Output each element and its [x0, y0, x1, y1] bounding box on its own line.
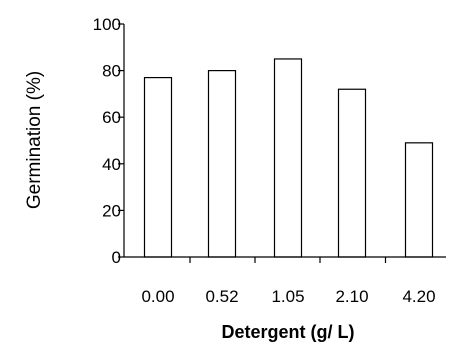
y-tick-label: 80 — [102, 62, 121, 81]
x-tick-label: 4.20 — [402, 287, 435, 306]
bar-0.00 — [143, 76, 173, 258]
x-tick-label: 1.05 — [271, 287, 304, 306]
x-tick-label: 0.52 — [205, 287, 238, 306]
x-tick-label: 0.00 — [141, 287, 174, 306]
x-axis-label: Detergent (g/ L) — [222, 322, 355, 342]
y-tick-label: 60 — [102, 108, 121, 127]
y-tick-label: 40 — [102, 155, 121, 174]
bar-0.52 — [207, 69, 237, 258]
x-tick-label: 2.10 — [335, 287, 368, 306]
bar-2.10 — [337, 88, 367, 258]
y-axis-label: Germination (%) — [24, 71, 45, 209]
y-tick-label: 20 — [102, 201, 121, 220]
bars — [143, 58, 434, 258]
bar-1.05 — [273, 58, 303, 258]
y-tick-label: 100 — [93, 15, 121, 34]
bar-4.20 — [404, 142, 434, 258]
x-axis-ticks: 0.00 0.52 1.05 2.10 4.20 — [141, 257, 436, 306]
y-tick-label: 0 — [112, 248, 121, 267]
y-axis-ticks: 0 20 40 60 80 100 — [93, 15, 124, 267]
